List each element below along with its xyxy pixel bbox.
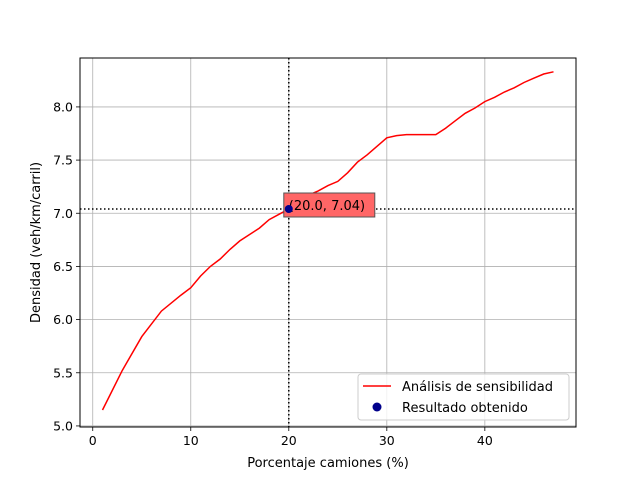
y-tick-label: 7.0 xyxy=(53,206,73,221)
series-layer xyxy=(101,71,554,411)
x-axis-label: Porcentaje camiones (%) xyxy=(247,456,409,471)
axes-frame xyxy=(79,57,577,428)
legend-label-result: Resultado obtenido xyxy=(402,401,528,416)
y-axis-label: Densidad (veh/km/carril) xyxy=(29,162,44,323)
legend-box xyxy=(357,373,570,421)
y-tick-label: 6.5 xyxy=(53,259,73,274)
x-tick-label: 20 xyxy=(281,433,297,448)
axis-ticks: 0 10 20 30 40 5.0 5.5 6.0 6.5 7.0 7.5 8.0 xyxy=(53,99,493,448)
legend-label-sensitivity: Análisis de sensibilidad xyxy=(402,380,553,395)
legend-marker-swatch xyxy=(372,402,382,412)
y-tick-label: 8.0 xyxy=(53,99,73,114)
annotation-box xyxy=(283,192,376,218)
y-tick-label: 7.5 xyxy=(53,153,73,168)
x-tick-label: 0 xyxy=(89,433,97,448)
sensitivity-line xyxy=(101,71,554,411)
result-point xyxy=(284,205,293,214)
annotation-label: (20.0, 7.04) xyxy=(289,199,365,214)
x-tick-label: 40 xyxy=(477,433,493,448)
y-tick-label: 6.0 xyxy=(53,312,73,327)
y-tick-label: 5.5 xyxy=(53,365,73,380)
x-tick-label: 10 xyxy=(183,433,199,448)
y-tick-label: 5.0 xyxy=(53,418,73,433)
annotation-layer: (20.0, 7.04) xyxy=(283,192,376,218)
x-tick-label: 30 xyxy=(379,433,395,448)
legend: Análisis de sensibilidad Resultado obten… xyxy=(357,373,570,421)
